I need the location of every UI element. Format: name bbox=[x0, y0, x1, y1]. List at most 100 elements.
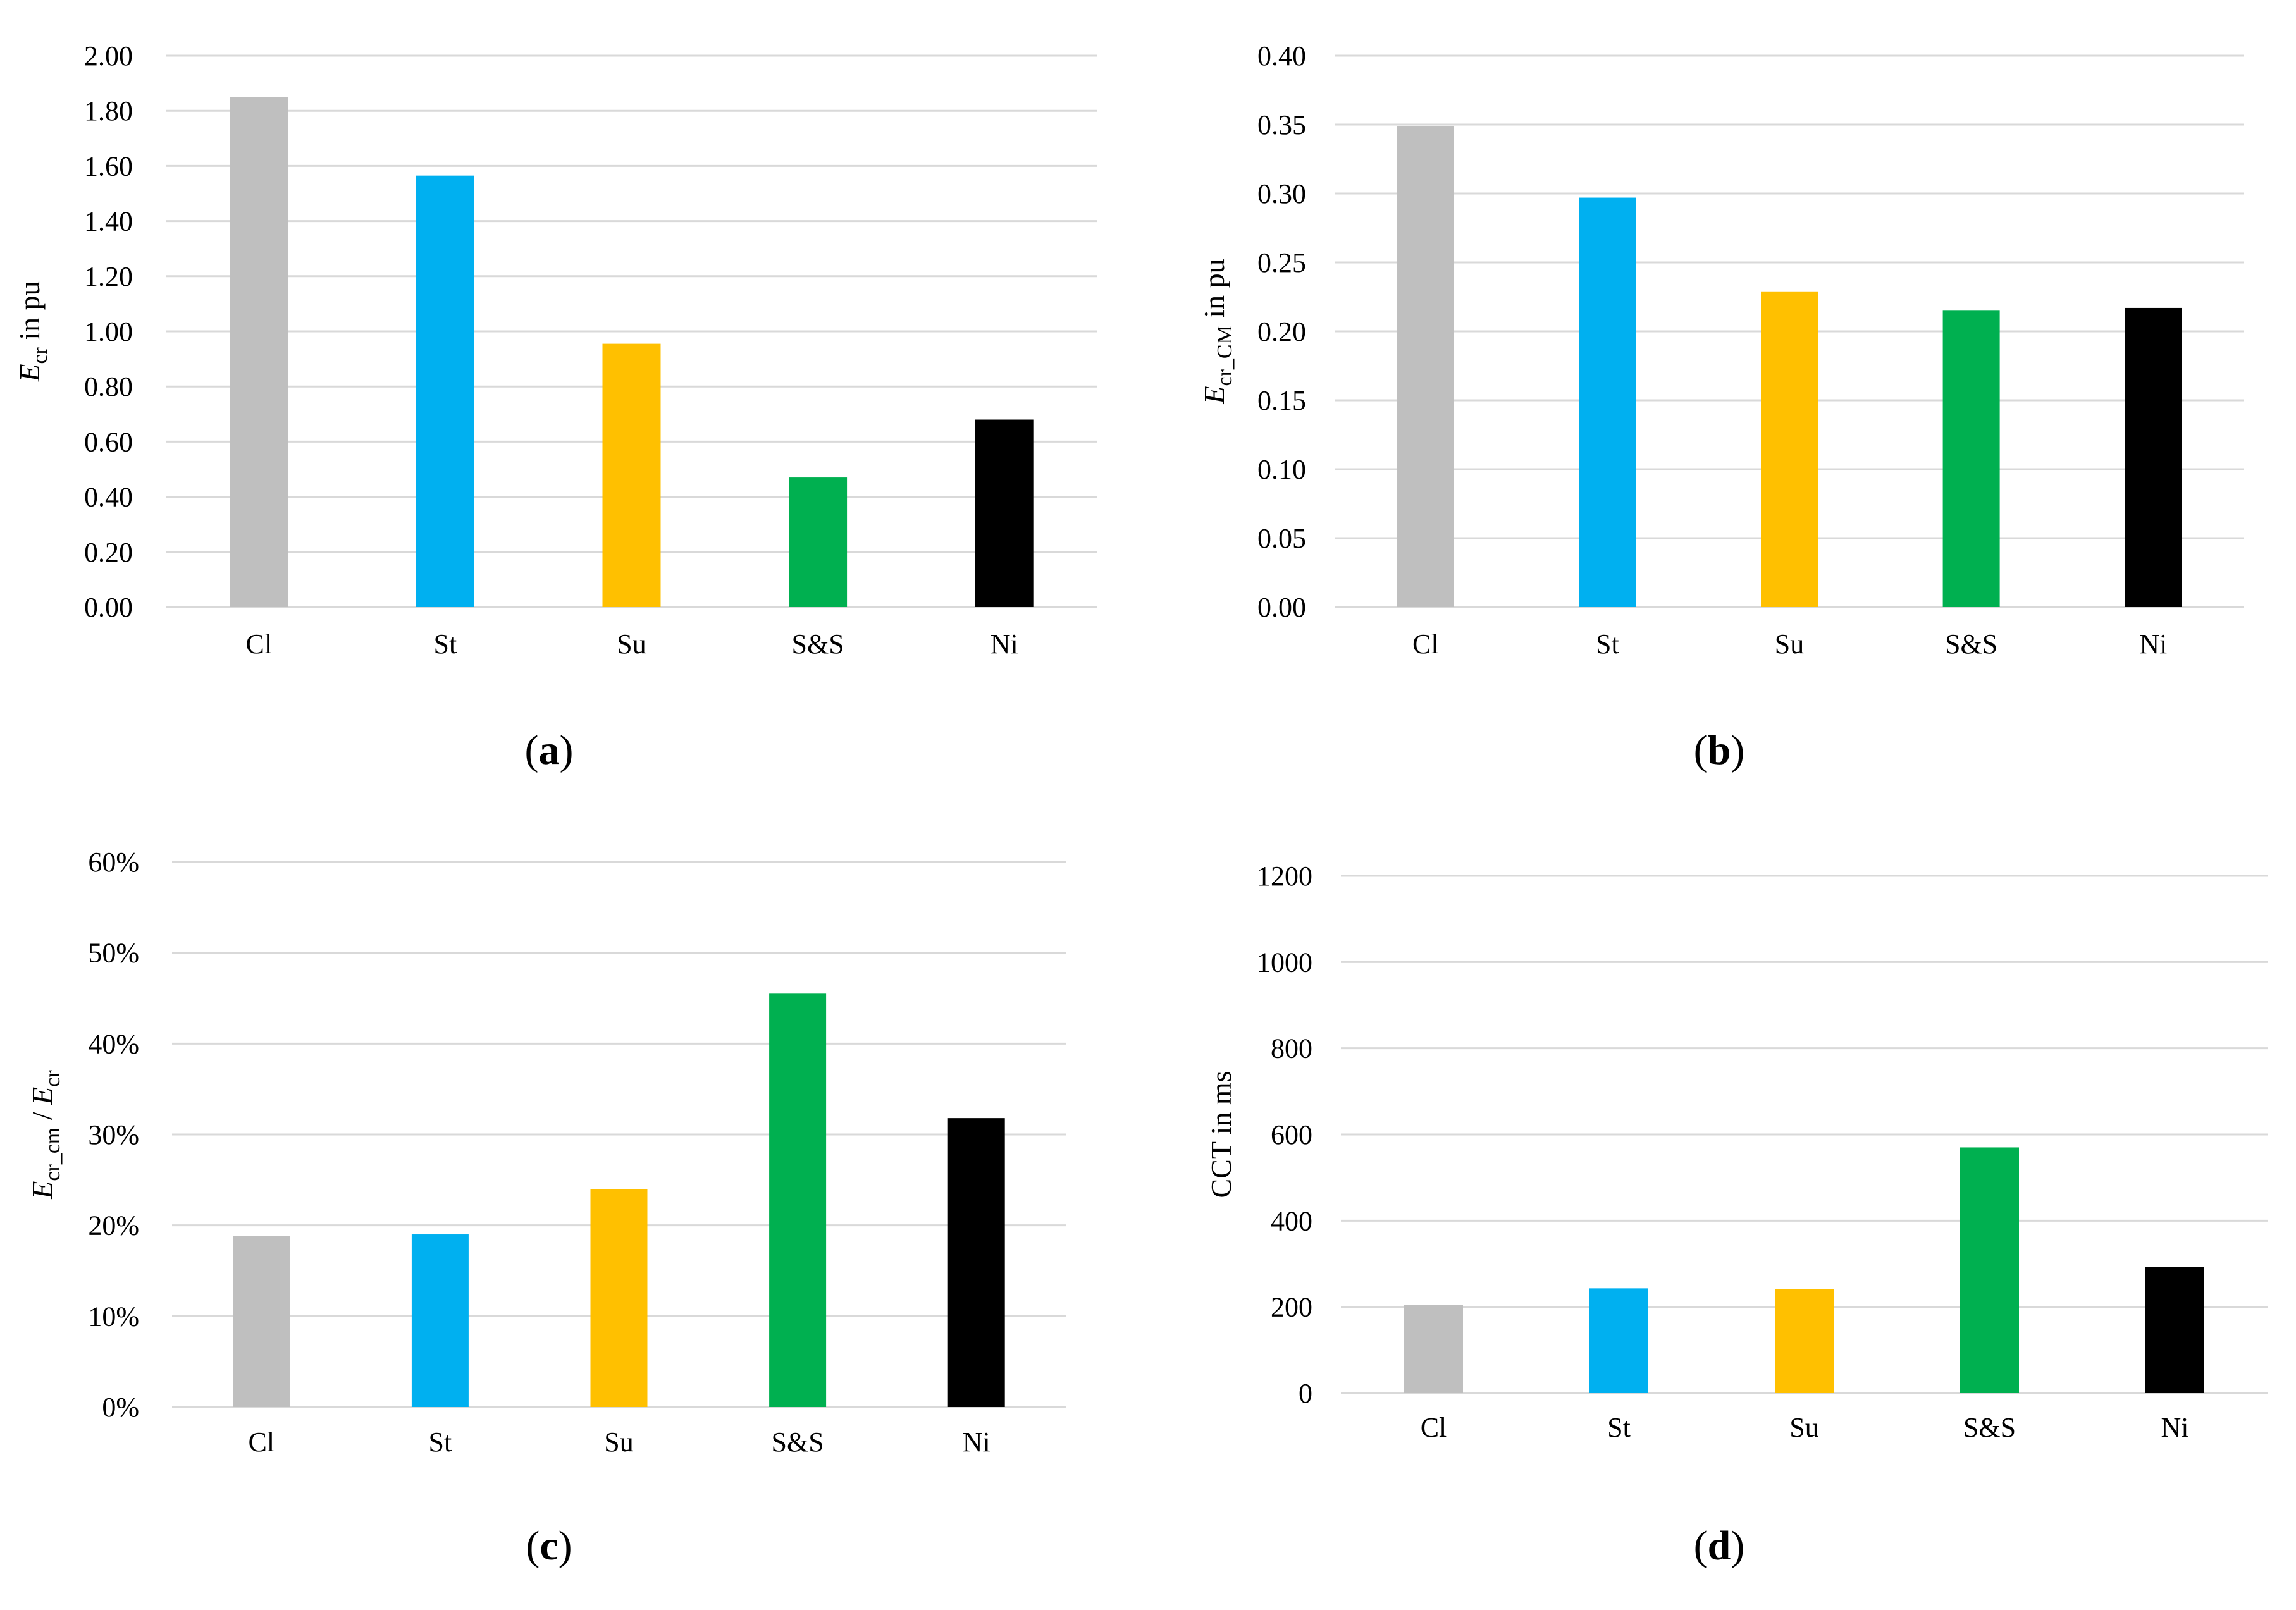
y-label-var2: E bbox=[26, 1087, 58, 1105]
y-label-sub: cr_cm bbox=[41, 1128, 65, 1181]
y-label-var: E bbox=[1198, 386, 1230, 405]
bar-ni bbox=[975, 419, 1034, 607]
x-tick-label: Ni bbox=[2139, 629, 2167, 660]
y-axis-label: Ecr_CM in pu bbox=[1198, 259, 1237, 404]
y-tick-label: 50% bbox=[88, 938, 139, 969]
x-tick-label: St bbox=[1607, 1412, 1631, 1443]
y-tick-label: 0.30 bbox=[1257, 178, 1306, 209]
bar-cl bbox=[1397, 126, 1454, 607]
y-tick-label: 0.00 bbox=[1257, 592, 1306, 623]
y-tick-label: 0.40 bbox=[1257, 40, 1306, 71]
y-label-var: E bbox=[13, 364, 46, 383]
caption-letter: b bbox=[1708, 727, 1731, 773]
caption-letter: a bbox=[539, 727, 560, 773]
panel-caption: (b) bbox=[1694, 727, 1745, 773]
x-tick-label: Ni bbox=[2161, 1412, 2189, 1443]
chart-panel-b: 0.00 0.05 0.10 0.15 0.20 0.25 0.30 0.35 0.40 Cl St… bbox=[1198, 40, 2244, 773]
caption-paren-open: ( bbox=[525, 727, 539, 773]
y-tick-label: 1.60 bbox=[84, 151, 133, 181]
x-tick-label: Ni bbox=[991, 629, 1018, 660]
bar-cl bbox=[233, 1236, 290, 1407]
caption-letter: d bbox=[1708, 1523, 1731, 1569]
y-tick-label: 200 bbox=[1271, 1292, 1312, 1323]
y-tick-label: 400 bbox=[1271, 1205, 1312, 1236]
x-tick-label: S&S bbox=[792, 629, 844, 660]
x-tick-label: Cl bbox=[249, 1427, 275, 1458]
y-tick-label: 30% bbox=[88, 1119, 139, 1150]
x-tick-label: S&S bbox=[1963, 1412, 2016, 1443]
panel-caption: (d) bbox=[1694, 1523, 1745, 1569]
panel-caption: (a) bbox=[525, 727, 574, 773]
caption-paren-open: ( bbox=[1694, 1523, 1708, 1569]
bar-ni bbox=[947, 1118, 1005, 1407]
y-label-rest: in pu bbox=[1198, 259, 1230, 325]
caption-paren-close: ) bbox=[1731, 1523, 1744, 1569]
y-tick-label: 1.00 bbox=[84, 316, 133, 347]
y-tick-label: 0.05 bbox=[1257, 523, 1306, 554]
x-tick-label: Ni bbox=[963, 1427, 991, 1458]
x-tick-label: Su bbox=[1789, 1412, 1818, 1443]
y-axis-label: CCT in ms bbox=[1205, 1071, 1237, 1198]
bar-st bbox=[411, 1234, 469, 1407]
bar-cl bbox=[1404, 1305, 1463, 1393]
bar-su bbox=[1775, 1289, 1834, 1393]
bar-st bbox=[1589, 1288, 1648, 1393]
y-tick-label: 0.15 bbox=[1257, 385, 1306, 416]
bar-ni bbox=[2145, 1267, 2204, 1393]
y-tick-label: 2.00 bbox=[84, 40, 133, 71]
bar-ni bbox=[2125, 307, 2182, 607]
x-tick-label: Cl bbox=[1421, 1412, 1447, 1443]
x-tick-label: St bbox=[434, 629, 457, 660]
y-tick-label: 0.35 bbox=[1257, 109, 1306, 140]
y-tick-label: 1.80 bbox=[84, 95, 133, 126]
y-tick-label: 40% bbox=[88, 1028, 139, 1059]
bar-st bbox=[1579, 197, 1636, 607]
y-label-rest: in pu bbox=[13, 281, 46, 347]
caption-paren-close: ) bbox=[559, 1523, 572, 1569]
panel-caption: (c) bbox=[526, 1523, 572, 1569]
y-label-sub2: cr bbox=[41, 1070, 65, 1087]
y-tick-label: 0.20 bbox=[84, 537, 133, 568]
y-tick-label: 600 bbox=[1271, 1119, 1312, 1150]
y-tick-label: 1.20 bbox=[84, 261, 133, 292]
x-tick-label: Su bbox=[1775, 629, 1804, 660]
chart-panel-c: 0% 10% 20% 30% 40% 50% 60% Cl St Su S&S Ni Ecr_cm / … bbox=[26, 847, 1066, 1569]
x-tick-label: Su bbox=[604, 1427, 633, 1458]
y-label-sub: cr_CM bbox=[1213, 325, 1237, 386]
caption-paren-open: ( bbox=[1694, 727, 1708, 773]
y-tick-label: 0.25 bbox=[1257, 247, 1306, 278]
y-tick-label: 10% bbox=[88, 1301, 139, 1332]
y-tick-label: 1000 bbox=[1257, 947, 1312, 978]
bar-st bbox=[416, 175, 474, 607]
bar-su bbox=[602, 343, 661, 607]
y-tick-label: 60% bbox=[88, 847, 139, 878]
x-tick-label: Cl bbox=[1412, 629, 1439, 660]
bar-ss bbox=[769, 993, 827, 1407]
y-tick-label: 800 bbox=[1271, 1033, 1312, 1064]
x-tick-label: S&S bbox=[772, 1427, 824, 1458]
y-label-var: E bbox=[26, 1181, 58, 1200]
y-tick-label: 0.10 bbox=[1257, 454, 1306, 485]
y-label-mid: / bbox=[26, 1105, 58, 1128]
x-tick-label: S&S bbox=[1945, 629, 1997, 660]
caption-paren-open: ( bbox=[526, 1523, 540, 1569]
x-tick-label: Su bbox=[617, 629, 646, 660]
y-axis-label: Ecr_cm / Ecr bbox=[26, 1070, 65, 1200]
y-tick-label: 0% bbox=[102, 1392, 139, 1423]
caption-paren-close: ) bbox=[560, 727, 574, 773]
bar-su bbox=[590, 1189, 648, 1407]
bar-ss bbox=[789, 477, 848, 607]
caption-paren-close: ) bbox=[1731, 727, 1744, 773]
y-label-sub: cr bbox=[28, 347, 52, 364]
bar-cl bbox=[230, 97, 288, 607]
x-tick-label: Cl bbox=[246, 629, 273, 660]
y-tick-label: 0 bbox=[1299, 1378, 1312, 1409]
bar-ss bbox=[1942, 310, 2000, 607]
y-tick-label: 0.80 bbox=[84, 371, 133, 402]
x-tick-label: St bbox=[1596, 629, 1619, 660]
y-tick-label: 0.60 bbox=[84, 426, 133, 457]
caption-letter: c bbox=[540, 1523, 558, 1569]
bar-ss bbox=[1960, 1147, 2019, 1393]
y-tick-label: 20% bbox=[88, 1210, 139, 1241]
